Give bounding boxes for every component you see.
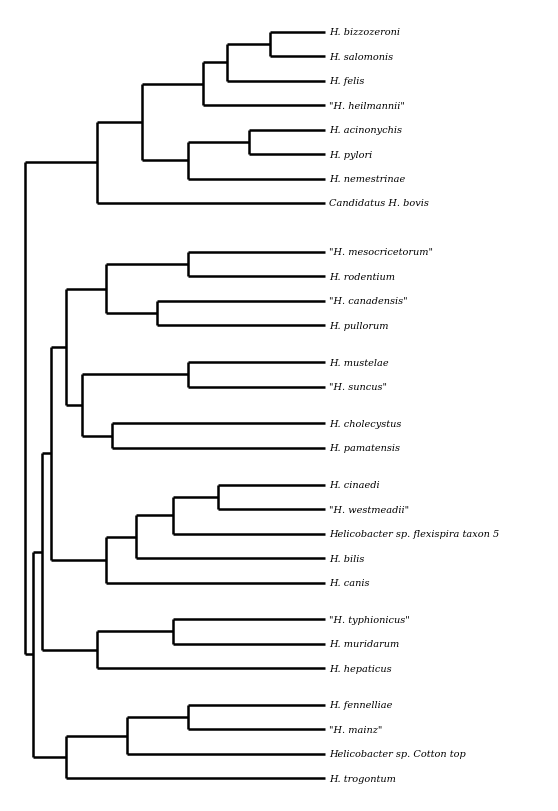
Text: "H. westmeadii": "H. westmeadii"	[329, 505, 409, 514]
Text: "H. typhionicus": "H. typhionicus"	[329, 615, 410, 624]
Text: H. bilis: H. bilis	[329, 554, 364, 563]
Text: H. felis: H. felis	[329, 77, 364, 86]
Text: H. cinaedi: H. cinaedi	[329, 480, 380, 490]
Text: "H. suncus": "H. suncus"	[329, 383, 387, 392]
Text: H. canis: H. canis	[329, 578, 369, 587]
Text: H. mustelae: H. mustelae	[329, 358, 389, 367]
Text: H. acinonychis: H. acinonychis	[329, 126, 402, 135]
Text: H. muridarum: H. muridarum	[329, 639, 400, 649]
Text: H. pamatensis: H. pamatensis	[329, 444, 400, 453]
Text: H. pullorum: H. pullorum	[329, 321, 388, 331]
Text: H. pylori: H. pylori	[329, 150, 372, 159]
Text: "H. mainz": "H. mainz"	[329, 725, 382, 734]
Text: H. bizzozeroni: H. bizzozeroni	[329, 28, 400, 37]
Text: "H. mesocricetorum": "H. mesocricetorum"	[329, 248, 433, 257]
Text: Helicobacter sp. flexispira taxon 5: Helicobacter sp. flexispira taxon 5	[329, 530, 499, 539]
Text: H. fennelliae: H. fennelliae	[329, 701, 392, 710]
Text: H. trogontum: H. trogontum	[329, 774, 396, 783]
Text: "H. heilmannii": "H. heilmannii"	[329, 101, 405, 110]
Text: H. salomonis: H. salomonis	[329, 53, 393, 62]
Text: Helicobacter sp. Cotton top: Helicobacter sp. Cotton top	[329, 749, 466, 758]
Text: H. cholecystus: H. cholecystus	[329, 419, 402, 428]
Text: H. hepaticus: H. hepaticus	[329, 664, 392, 673]
Text: "H. canadensis": "H. canadensis"	[329, 297, 408, 306]
Text: H. rodentium: H. rodentium	[329, 272, 395, 281]
Text: H. nemestrinae: H. nemestrinae	[329, 175, 405, 184]
Text: Candidatus H. bovis: Candidatus H. bovis	[329, 200, 429, 208]
